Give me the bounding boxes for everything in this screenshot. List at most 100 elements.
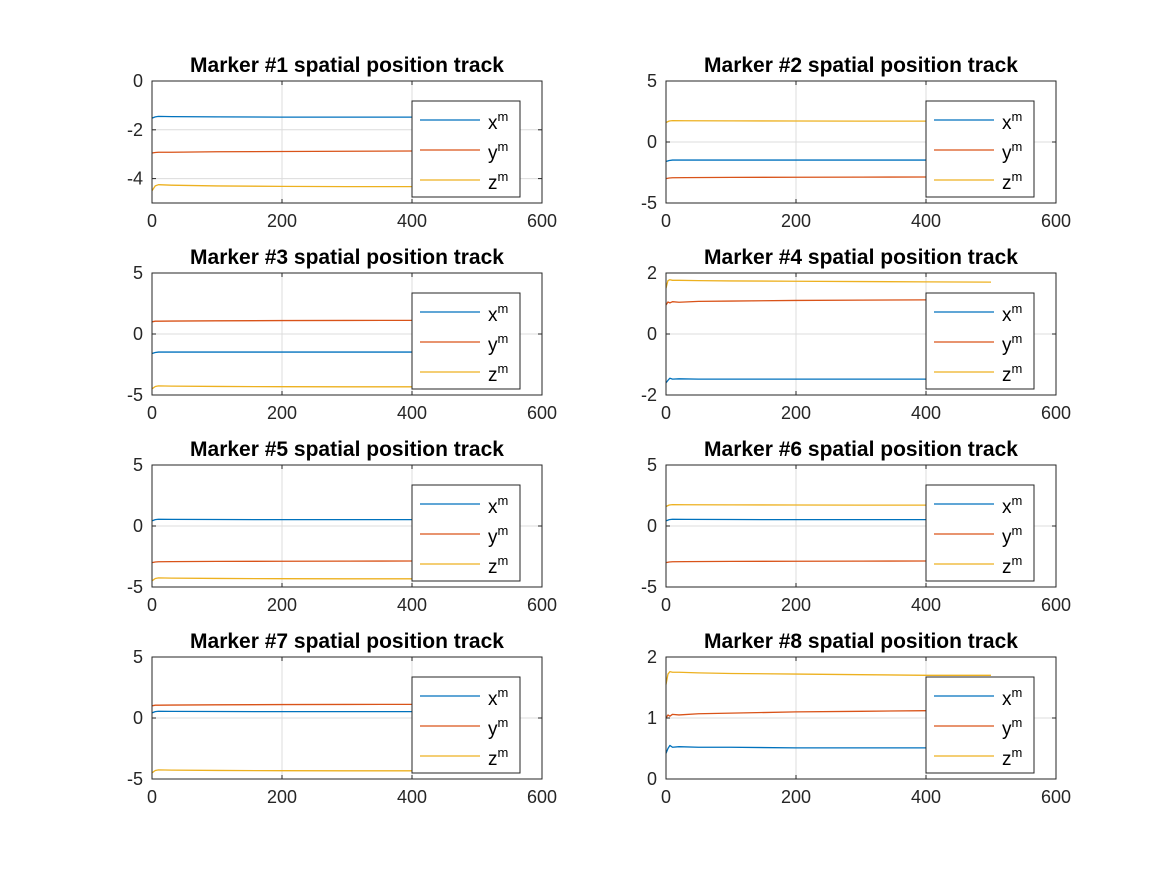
x-tick-label: 600 [527, 211, 557, 231]
y-tick-label: 1 [647, 708, 657, 728]
x-tick-label: 400 [911, 403, 941, 423]
series-line-y [151, 319, 478, 323]
x-tick-label: 0 [661, 787, 671, 807]
y-tick-label: 5 [133, 647, 143, 667]
series-line-x [151, 518, 477, 522]
series-line-y [151, 150, 478, 154]
y-tick-label: 0 [647, 516, 657, 536]
y-tick-label: -5 [641, 193, 657, 213]
x-tick-label: 0 [661, 595, 671, 615]
x-tick-label: 200 [267, 787, 297, 807]
subplot-1: 0 200 400 600 -4 -2 0 Marker #1 spatial positio… [127, 54, 557, 231]
y-tick-label: -4 [127, 169, 143, 189]
x-tick-label: 0 [661, 403, 671, 423]
legend-label-x: xm [1002, 301, 1022, 326]
legend-label-x: xm [1002, 109, 1022, 134]
x-tick-label: 600 [527, 595, 557, 615]
legend-label-y: ym [1002, 331, 1022, 356]
legend-box [411, 676, 521, 774]
x-tick-label: 400 [911, 787, 941, 807]
subplot-title: Marker #5 spatial position track [190, 438, 504, 461]
series-line-y [665, 560, 992, 564]
y-tick-label: 0 [133, 71, 143, 91]
y-tick-label: -2 [127, 120, 143, 140]
y-tick-label: -5 [641, 577, 657, 597]
legend-box [925, 292, 1035, 390]
y-tick-label: 5 [647, 71, 657, 91]
series-line-y [665, 176, 992, 180]
subplot-title: Marker #2 spatial position track [704, 54, 1018, 77]
subplot-8: 0 200 400 600 0 1 2 Marker #8 spatial position … [647, 630, 1071, 807]
y-tick-label: 0 [647, 324, 657, 344]
x-tick-label: 400 [911, 595, 941, 615]
legend: xm ym zm [411, 100, 521, 198]
series-line-x [665, 159, 991, 163]
series-line-z [151, 577, 478, 582]
legend-label-z: zm [1002, 745, 1022, 770]
series-line-z [151, 385, 478, 390]
legend-box [925, 676, 1035, 774]
legend-label-z: zm [1002, 361, 1022, 386]
series-line-x [665, 744, 991, 754]
series-line-x [151, 710, 477, 714]
legend-box [411, 484, 521, 582]
legend: xm ym zm [411, 676, 521, 774]
series-line-z [665, 120, 992, 124]
x-tick-label: 600 [527, 787, 557, 807]
y-tick-label: 5 [133, 455, 143, 475]
y-tick-label: -5 [127, 385, 143, 405]
y-tick-label: -5 [127, 577, 143, 597]
y-tick-label: 0 [133, 708, 143, 728]
subplot-title: Marker #7 spatial position track [190, 630, 504, 653]
y-tick-label: 0 [647, 769, 657, 789]
series-line-z [151, 184, 478, 192]
legend: xm ym zm [411, 292, 521, 390]
legend-label-x: xm [488, 493, 508, 518]
y-tick-label: 2 [647, 263, 657, 283]
legend-label-y: ym [1002, 715, 1022, 740]
legend-label-z: zm [488, 553, 508, 578]
legend-label-y: ym [488, 715, 508, 740]
legend: xm ym zm [925, 484, 1035, 582]
x-tick-label: 600 [1041, 595, 1071, 615]
y-tick-label: 5 [133, 263, 143, 283]
legend-label-x: xm [488, 301, 508, 326]
x-tick-label: 0 [147, 211, 157, 231]
x-tick-label: 0 [661, 211, 671, 231]
series-line-z [151, 769, 478, 774]
legend-label-z: zm [488, 361, 508, 386]
x-tick-label: 400 [397, 211, 427, 231]
legend-label-z: zm [488, 745, 508, 770]
legend: xm ym zm [411, 484, 521, 582]
x-tick-label: 600 [527, 403, 557, 423]
legend-label-z: zm [488, 169, 508, 194]
subplot-title: Marker #1 spatial position track [190, 54, 504, 77]
x-tick-label: 400 [397, 403, 427, 423]
series-line-x [151, 115, 477, 119]
legend-label-y: ym [488, 139, 508, 164]
x-tick-label: 0 [147, 787, 157, 807]
legend-box [411, 100, 521, 198]
legend-label-z: zm [1002, 553, 1022, 578]
legend-box [925, 100, 1035, 198]
subplot-title: Marker #6 spatial position track [704, 438, 1018, 461]
legend: xm ym zm [925, 100, 1035, 198]
legend-label-z: zm [1002, 169, 1022, 194]
legend: xm ym zm [925, 676, 1035, 774]
series-line-y [665, 298, 992, 306]
x-tick-label: 200 [267, 595, 297, 615]
legend-label-x: xm [1002, 493, 1022, 518]
legend-label-y: ym [488, 523, 508, 548]
x-tick-label: 600 [1041, 403, 1071, 423]
legend-box [411, 292, 521, 390]
x-tick-label: 200 [267, 211, 297, 231]
legend-label-y: ym [1002, 139, 1022, 164]
y-tick-label: -2 [641, 385, 657, 405]
